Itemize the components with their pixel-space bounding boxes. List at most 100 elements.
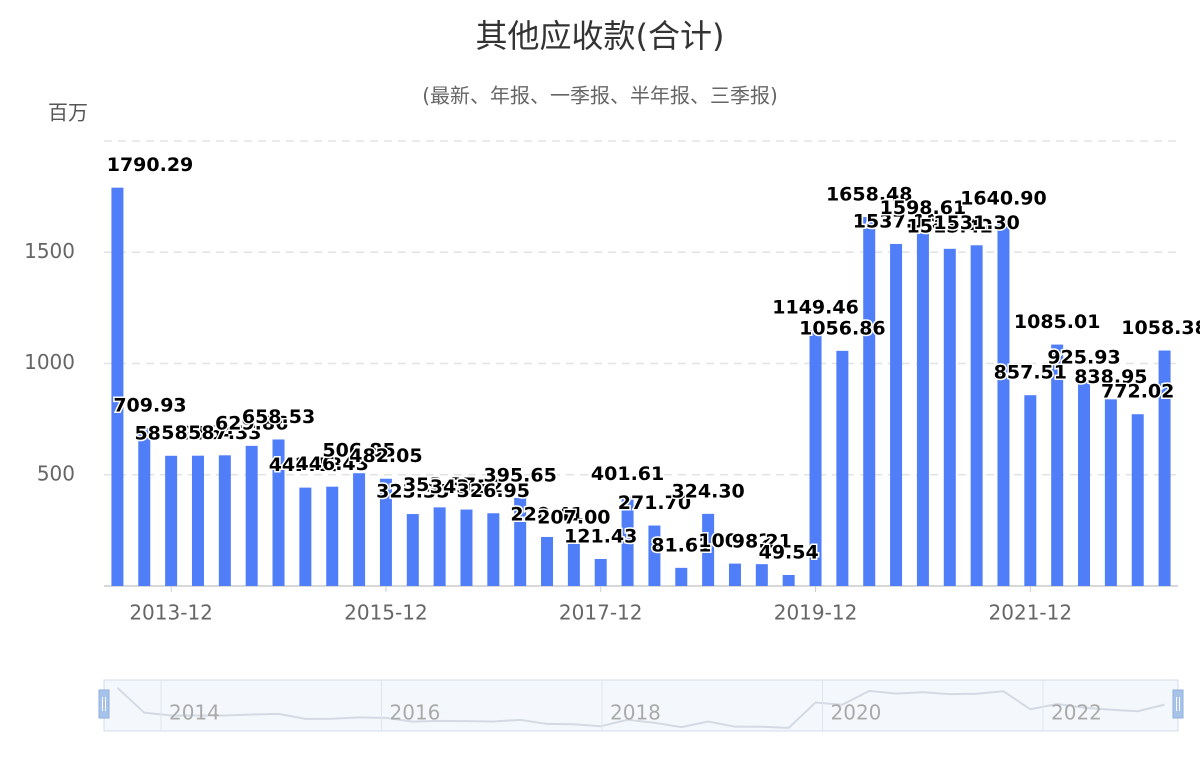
data-label: 1085.01	[1014, 311, 1101, 333]
slider-handle[interactable]	[98, 689, 110, 719]
bar	[567, 539, 580, 586]
slider-frame	[103, 679, 1179, 732]
data-label: 1658.48	[826, 183, 913, 205]
bar	[621, 496, 634, 586]
bar	[245, 445, 258, 586]
data-label: 629.86	[215, 412, 288, 434]
bar	[702, 513, 715, 586]
bar	[460, 509, 473, 586]
data-label: 271.70	[618, 492, 691, 514]
bar	[890, 243, 903, 586]
bar	[514, 497, 527, 586]
bar	[406, 514, 419, 586]
x-tick-label: 2017-12	[559, 601, 643, 625]
data-label: 658.53	[242, 406, 315, 428]
bar	[541, 536, 554, 586]
bar	[782, 574, 795, 586]
bar	[1158, 350, 1171, 586]
slider-label: 2018	[610, 701, 661, 725]
y-axis-label: 百万	[48, 101, 88, 125]
data-label: 395.65	[484, 464, 557, 486]
bar	[111, 187, 124, 587]
data-label: 857.51	[994, 362, 1067, 384]
data-label: 1598.61	[880, 197, 967, 219]
data-label: 709.93	[113, 395, 186, 417]
data-label: 587.33	[188, 422, 261, 444]
data-label: 1531.30	[933, 212, 1020, 234]
bar	[916, 230, 929, 587]
data-label: 1056.86	[799, 317, 886, 339]
data-label: 401.61	[591, 463, 664, 485]
data-label: 220.41	[510, 503, 583, 525]
data-label: 100.62	[698, 530, 771, 552]
data-label: 207.00	[537, 506, 610, 528]
data-label: 323.35	[376, 481, 449, 503]
x-tick-label: 2021-12	[989, 601, 1073, 625]
bar	[487, 513, 500, 586]
bar	[1051, 344, 1064, 586]
bar	[1078, 379, 1091, 586]
data-label: 838.95	[1074, 366, 1147, 388]
slider-line	[116, 687, 1165, 729]
bar	[433, 507, 446, 586]
y-tick-label: 1000	[24, 350, 75, 374]
slider-handle[interactable]	[1172, 689, 1184, 719]
bar	[138, 428, 151, 586]
data-label: 1790.29	[107, 154, 194, 176]
bar	[836, 350, 849, 586]
data-label: 81.61	[651, 534, 711, 556]
bar	[809, 330, 822, 586]
data-label: 925.93	[1047, 346, 1120, 368]
data-label: 324.30	[671, 480, 744, 502]
bar	[272, 439, 285, 586]
data-label: 446.43	[296, 453, 369, 475]
bar	[728, 563, 741, 586]
bar	[997, 220, 1010, 586]
data-label: 772.02	[1101, 381, 1174, 403]
bar	[299, 487, 312, 586]
chart-title: 其他应收款(合计)	[476, 17, 725, 55]
x-tick-label: 2015-12	[344, 601, 428, 625]
data-label: 1640.90	[960, 187, 1047, 209]
y-tick-label: 500	[37, 461, 75, 485]
bar	[353, 473, 366, 586]
bar	[648, 525, 661, 586]
data-label: 585.21	[134, 422, 207, 444]
x-tick-label: 2013-12	[129, 601, 213, 625]
bar	[970, 245, 983, 586]
data-label: 353.37	[403, 474, 476, 496]
bar	[755, 564, 768, 586]
bar	[218, 455, 231, 586]
data-label: 482.05	[349, 445, 422, 467]
bar	[943, 248, 956, 587]
data-zoom-slider[interactable]: 2014 2016 2018 2020 2022	[98, 679, 1184, 732]
data-label: 343.52	[430, 476, 503, 498]
bar	[165, 455, 178, 586]
slider-label: 2020	[831, 701, 882, 725]
bar	[1104, 399, 1117, 586]
y-tick-label: 1500	[24, 239, 75, 263]
data-label: 506.85	[322, 440, 395, 462]
slider-label: 2014	[169, 701, 220, 725]
chart-subtitle: (最新、年报、一季报、半年报、三季报)	[422, 84, 778, 108]
bar	[1131, 414, 1144, 586]
data-label: 1515.42	[907, 215, 994, 237]
data-label: 585.64	[161, 422, 234, 444]
bar	[1024, 395, 1037, 586]
data-label: 49.54	[759, 541, 819, 563]
data-label: 326.95	[457, 480, 530, 502]
data-label: 442.18	[269, 454, 342, 476]
data-label: 1149.46	[772, 297, 859, 319]
data-label: 121.43	[564, 525, 637, 547]
slider-label: 2016	[390, 701, 441, 725]
bar	[379, 478, 392, 586]
data-label: 1537.15	[853, 210, 940, 232]
bar	[191, 455, 204, 586]
bar	[863, 216, 876, 586]
bar	[326, 486, 339, 586]
bar	[594, 558, 607, 586]
data-label: 98.21	[732, 531, 792, 553]
x-tick-label: 2019-12	[774, 601, 858, 625]
